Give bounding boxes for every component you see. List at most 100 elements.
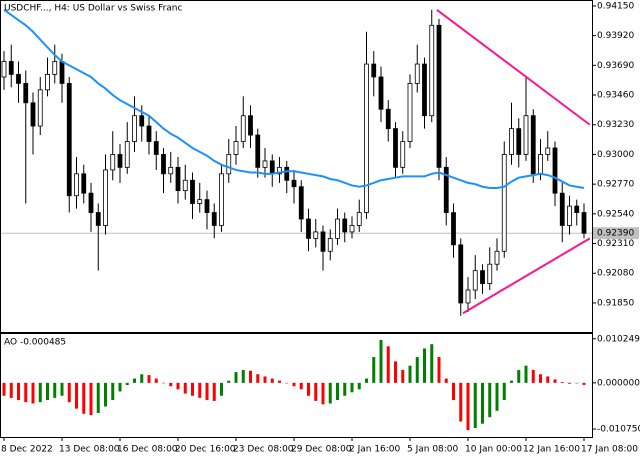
ao-bar xyxy=(386,346,390,383)
ao-bar xyxy=(343,382,347,396)
ao-bar xyxy=(314,382,318,401)
x-tick-label: 5 Jan 08:00 xyxy=(407,445,459,455)
ao-bar xyxy=(220,382,223,396)
ao-title: AO -0.000485 xyxy=(4,338,66,348)
ao-bar xyxy=(430,344,434,383)
y-tick-label: 0.93460 xyxy=(597,91,634,101)
ao-bar xyxy=(560,381,564,383)
candle-body xyxy=(45,73,50,91)
ao-bar xyxy=(176,382,180,390)
y-tick-label: 0.93690 xyxy=(597,61,634,71)
ao-bar xyxy=(60,382,64,396)
candle-body xyxy=(197,199,203,204)
x-tick-label: 12 Jan 16:00 xyxy=(523,445,580,455)
ao-bar xyxy=(524,365,528,383)
ao-bar xyxy=(133,378,136,383)
ao-bar xyxy=(191,382,194,396)
candle-body xyxy=(414,63,420,84)
ao-bar xyxy=(140,374,144,383)
candle-body xyxy=(298,186,304,220)
candle-body xyxy=(233,141,239,155)
ao-bar xyxy=(278,380,281,383)
candle-body xyxy=(37,89,43,127)
candle-body xyxy=(168,166,174,175)
ao-bar xyxy=(415,357,419,383)
candle-body xyxy=(327,237,333,252)
ao-bar xyxy=(423,348,426,383)
candle-body xyxy=(422,63,427,117)
candle-body xyxy=(335,218,340,239)
candle-body xyxy=(545,147,551,155)
candle-body xyxy=(74,173,79,197)
ao-bar xyxy=(307,382,310,396)
ao-bar xyxy=(256,374,260,383)
candle-body xyxy=(480,270,485,284)
ao-bar xyxy=(183,382,187,394)
y-tick-label: 0.92080 xyxy=(597,269,634,279)
ao-bar xyxy=(372,357,376,383)
candle-body xyxy=(552,147,558,194)
candle-body xyxy=(559,192,565,226)
ao-bar xyxy=(510,380,513,383)
ao-bar xyxy=(437,357,441,383)
candle-body xyxy=(509,128,514,155)
ao-bar xyxy=(444,378,448,383)
ao-bar xyxy=(147,375,151,383)
ao-bar xyxy=(111,382,115,401)
chart-title: USDCHF..., H4: US Dollar vs Swiss Franc xyxy=(4,4,183,14)
ao-bar xyxy=(299,382,303,390)
candle-body xyxy=(139,115,145,127)
candle-body xyxy=(103,169,108,226)
ao-bar xyxy=(82,382,86,414)
candle-body xyxy=(429,24,435,117)
candle-body xyxy=(284,166,290,181)
y-tick-label: 0.92540 xyxy=(597,209,634,219)
ao-bar xyxy=(234,372,238,383)
ao-bar xyxy=(575,382,579,384)
candle-body xyxy=(30,102,36,127)
ao-bar xyxy=(539,374,542,383)
ao-bar xyxy=(24,382,28,403)
ao-bar xyxy=(67,382,71,403)
y-tick-label: 0.93920 xyxy=(597,31,634,41)
ao-bar xyxy=(531,369,535,383)
ao-bar xyxy=(205,382,209,401)
candle-body xyxy=(146,125,152,142)
ao-bar xyxy=(162,382,165,384)
candle-body xyxy=(400,141,406,168)
candle-body xyxy=(451,212,456,246)
candle-body xyxy=(1,61,7,78)
ao-bar xyxy=(517,369,521,383)
ao-bar xyxy=(357,382,361,390)
x-tick-label: 23 Dec 08:00 xyxy=(233,445,294,455)
ao-bar xyxy=(394,361,397,383)
candle-body xyxy=(523,115,529,155)
candle-body xyxy=(291,179,297,188)
candle-body xyxy=(349,225,355,233)
ao-bar xyxy=(263,376,267,383)
ao-bar xyxy=(481,382,484,424)
candle-body xyxy=(153,141,159,155)
candle-body xyxy=(378,76,384,110)
ao-bar xyxy=(118,382,122,392)
ao-bar xyxy=(495,382,499,411)
ao-bar xyxy=(125,382,129,385)
candle-body xyxy=(161,154,166,175)
ao-bar xyxy=(408,365,412,383)
candle-body xyxy=(240,115,246,142)
x-tick-label: 20 Dec 16:00 xyxy=(175,445,236,455)
y-tick-label: -0.010750 xyxy=(597,425,640,435)
ao-bar xyxy=(75,382,78,409)
ao-bar xyxy=(241,369,245,383)
candle-body xyxy=(190,179,195,204)
candle-body xyxy=(385,108,391,130)
ao-bar xyxy=(53,382,57,398)
y-tick-label: 0.93000 xyxy=(597,150,634,160)
y-tick-label: 0.94150 xyxy=(597,1,634,11)
candle-body xyxy=(95,212,101,226)
trend-line xyxy=(462,237,591,315)
y-tick-label: 0.92310 xyxy=(597,239,634,249)
candle-body xyxy=(313,231,319,239)
y-tick-label: 0.93230 xyxy=(597,120,634,130)
ao-bar xyxy=(328,382,332,404)
